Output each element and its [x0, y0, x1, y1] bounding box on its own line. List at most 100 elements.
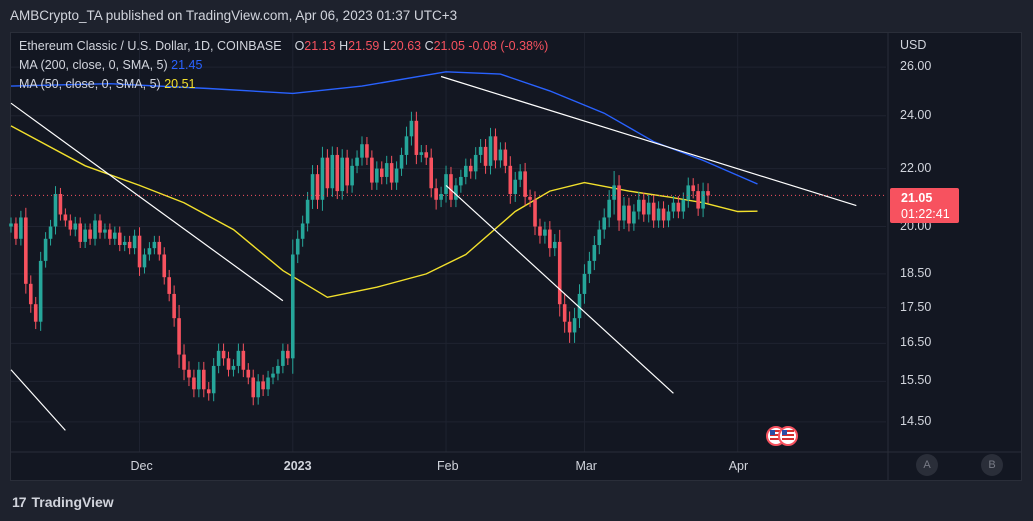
candle-body	[38, 260, 43, 322]
legend-ma50-label[interactable]: MA (50, close, 0, SMA, 5)	[19, 77, 161, 91]
candle-body	[320, 157, 325, 200]
chart-pane[interactable]	[10, 32, 1022, 481]
flag-stripe	[770, 430, 782, 432]
candle-body	[656, 208, 661, 221]
candle-body	[315, 174, 320, 200]
candle-body	[226, 358, 231, 370]
candle-body	[137, 235, 142, 268]
candle-body	[587, 260, 592, 274]
tradingview-brand[interactable]: 17 TradingView	[12, 494, 114, 510]
candle-body	[78, 223, 83, 242]
price-tick-label: 14.50	[900, 413, 932, 428]
candle-body	[671, 202, 676, 212]
candle-body	[602, 217, 607, 230]
candle-body	[483, 146, 488, 166]
candle-body	[572, 318, 577, 333]
candle-body	[216, 350, 221, 366]
candle-body	[48, 226, 53, 239]
candle-body	[508, 165, 513, 194]
candle-body	[379, 168, 384, 177]
legend-ma50-row[interactable]: MA (50, close, 0, SMA, 5) 20.51	[19, 77, 195, 91]
candle-body	[384, 163, 389, 177]
candle-body	[419, 152, 424, 155]
candle-body	[300, 223, 305, 239]
candle-body	[211, 365, 216, 394]
candle-body	[192, 377, 196, 390]
candle-body	[187, 369, 191, 378]
price-tick-label: 16.50	[900, 335, 932, 350]
candle-body	[468, 165, 473, 172]
candle-body	[528, 196, 532, 200]
candle-body	[19, 217, 23, 239]
candle-body	[562, 304, 567, 322]
candle-body	[464, 165, 468, 177]
price-tick-label: 15.50	[900, 373, 932, 388]
trendline	[445, 184, 674, 394]
time-tick-label: Feb	[437, 459, 459, 473]
bar-countdown: 01:22:41	[901, 207, 950, 221]
candle-body	[177, 318, 181, 355]
candle-body	[439, 193, 443, 200]
candle-body	[414, 120, 419, 155]
candle-body	[557, 241, 562, 305]
candle-body	[473, 154, 478, 172]
legend-open-value: 21.13	[304, 39, 336, 53]
candle-body	[706, 191, 710, 196]
candle-body	[360, 144, 364, 158]
candle-body	[607, 199, 611, 218]
candle-body	[641, 199, 646, 215]
candle-body	[221, 350, 226, 359]
candle-body	[488, 136, 493, 166]
candle-body	[592, 245, 597, 261]
legend-low-value: 20.63	[389, 39, 422, 53]
candle-body	[651, 202, 656, 221]
auto-scale-button[interactable]: A	[916, 454, 938, 476]
candle-body	[632, 211, 636, 224]
candle-body	[538, 226, 542, 236]
legend-low-label: L	[382, 39, 390, 53]
flag-stripe	[782, 438, 794, 440]
candle-body	[201, 369, 206, 390]
time-tick-label: Mar	[575, 459, 597, 473]
candle-body	[266, 377, 270, 390]
candle-body	[365, 144, 369, 158]
candle-body	[345, 157, 349, 186]
candle-body	[523, 171, 527, 197]
candle-body	[518, 171, 522, 180]
brand-name: TradingView	[31, 494, 114, 510]
candle-body	[117, 232, 122, 246]
candle-body	[444, 174, 448, 194]
currency-label[interactable]: USD	[900, 38, 927, 52]
flag-stripe	[782, 430, 794, 432]
candle-body	[552, 241, 557, 249]
candle-body	[236, 350, 241, 366]
legend-ma200-label[interactable]: MA (200, close, 0, SMA, 5)	[19, 58, 168, 72]
time-tick-label: Apr	[728, 459, 749, 473]
candle-body	[28, 283, 33, 305]
candle-body	[701, 191, 705, 209]
candle-body	[567, 321, 572, 333]
candle-body	[449, 174, 453, 200]
legend-symbol-row[interactable]: Ethereum Classic / U.S. Dollar, 1D, COIN…	[19, 39, 548, 53]
candle-body	[681, 199, 686, 212]
candle-body	[627, 205, 631, 224]
candle-body	[122, 241, 127, 246]
publish-info: AMBCrypto_TA published on TradingView.co…	[10, 8, 458, 23]
candle-body	[409, 120, 414, 137]
candle-body	[404, 136, 409, 155]
price-tick-label: 17.50	[900, 299, 932, 314]
last-price-tag: 21.05 01:22:41	[890, 188, 959, 223]
candle-body	[251, 377, 256, 398]
candle-body	[340, 157, 345, 192]
candle-body	[399, 154, 404, 169]
candle-body	[63, 214, 68, 221]
candle-body	[696, 191, 700, 209]
candle-body	[310, 174, 315, 200]
candle-body	[103, 229, 107, 233]
candle-body	[290, 254, 295, 359]
legend-symbol[interactable]: Ethereum Classic / U.S. Dollar, 1D, COIN…	[19, 39, 282, 53]
legend-ma200-row[interactable]: MA (200, close, 0, SMA, 5) 21.45	[19, 58, 202, 72]
b-button[interactable]: B	[981, 454, 1003, 476]
economic-events	[766, 426, 798, 446]
